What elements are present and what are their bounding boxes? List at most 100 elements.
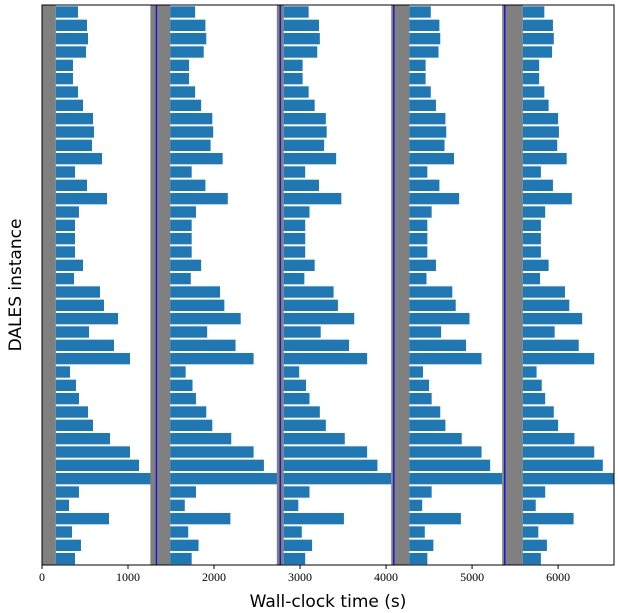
bar: [283, 406, 320, 418]
bar: [283, 19, 319, 31]
bar: [283, 126, 327, 138]
bar: [522, 59, 540, 71]
bar: [409, 446, 482, 458]
bar: [283, 526, 302, 538]
y-axis-label: DALES instance: [6, 219, 26, 352]
bar: [409, 73, 426, 85]
bar: [55, 326, 90, 338]
bar: [170, 206, 196, 218]
bar: [522, 99, 549, 111]
bar: [522, 139, 558, 151]
bar: [170, 379, 193, 391]
bar: [55, 139, 92, 151]
bar: [55, 33, 89, 45]
bar: [170, 286, 221, 298]
bar: [170, 59, 190, 71]
bar: [283, 233, 306, 245]
bar: [170, 166, 192, 178]
busy-band: [502, 5, 523, 565]
bar: [522, 19, 553, 31]
bar: [170, 446, 254, 458]
bar: [170, 513, 231, 525]
x-tick-label: 3000: [288, 570, 312, 584]
bar: [55, 526, 73, 538]
bar: [283, 86, 309, 98]
bar: [170, 259, 202, 271]
bar: [283, 153, 337, 165]
busy-band: [42, 5, 56, 565]
bar: [522, 499, 536, 511]
bar: [522, 179, 553, 191]
bar: [522, 73, 540, 85]
bar: [522, 126, 559, 138]
bar: [522, 393, 546, 405]
bar: [522, 326, 555, 338]
bar: [170, 153, 223, 165]
bar: [170, 99, 202, 111]
bar: [409, 339, 467, 351]
bar: [283, 313, 355, 325]
bar: [55, 19, 87, 31]
bar: [170, 406, 207, 418]
bar: [409, 126, 447, 138]
bar: [283, 513, 344, 525]
bar: [283, 6, 309, 18]
x-tick-label: 0: [39, 570, 45, 584]
bar: [522, 406, 554, 418]
bar: [409, 19, 440, 31]
bar: [55, 86, 79, 98]
bar: [522, 513, 574, 525]
bar: [522, 259, 549, 271]
bar: [409, 433, 462, 445]
bar: [170, 459, 264, 471]
bar: [522, 553, 541, 565]
bar: [55, 366, 71, 378]
bar: [170, 326, 208, 338]
bar: [409, 273, 427, 285]
bar: [283, 206, 310, 218]
bar: [55, 273, 74, 285]
busy-band: [391, 5, 410, 565]
bar: [522, 473, 614, 485]
bar: [522, 153, 567, 165]
bar: [55, 153, 103, 165]
bar: [170, 233, 192, 245]
bar: [409, 353, 482, 365]
bar: [409, 193, 460, 205]
bar: [409, 46, 439, 58]
bar: [55, 459, 140, 471]
bar: [55, 406, 89, 418]
bar: [170, 553, 192, 565]
bar: [522, 299, 570, 311]
bar: [283, 59, 303, 71]
bar: [283, 339, 350, 351]
busy-band: [150, 5, 171, 565]
bar: [409, 179, 440, 191]
x-axis-label: Wall-clock time (s): [250, 592, 407, 612]
bar: [409, 86, 431, 98]
bar: [409, 419, 446, 431]
bar: [283, 166, 306, 178]
bar: [170, 299, 225, 311]
bar: [283, 433, 345, 445]
bar: [409, 233, 428, 245]
bar: [55, 539, 81, 551]
bar: [283, 366, 300, 378]
bar: [170, 19, 206, 31]
bar: [170, 126, 214, 138]
bar: [55, 206, 79, 218]
bar: [170, 113, 213, 125]
bar: [283, 326, 321, 338]
bar: [170, 33, 207, 45]
bar: [55, 6, 79, 18]
bar: [170, 433, 232, 445]
bar: [522, 33, 554, 45]
bar: [522, 379, 542, 391]
bar: [170, 273, 191, 285]
bar: [55, 419, 94, 431]
bar: [55, 73, 73, 85]
x-tick-label: 4000: [374, 570, 398, 584]
bar: [170, 219, 192, 231]
bar: [522, 366, 537, 378]
bar: [170, 419, 213, 431]
